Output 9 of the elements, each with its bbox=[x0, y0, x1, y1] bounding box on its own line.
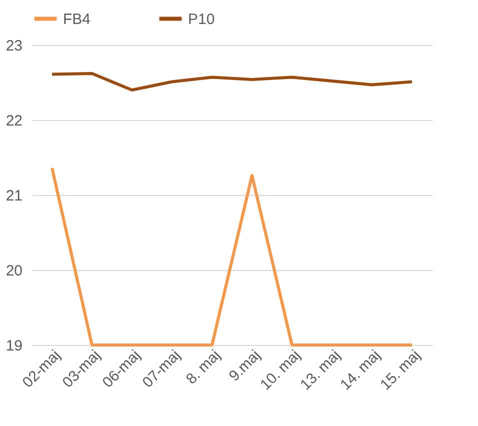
legend-label: FB4 bbox=[63, 10, 91, 28]
line-series bbox=[50, 72, 414, 92]
y-tick-label: 22 bbox=[6, 112, 22, 130]
y-tick-label: 23 bbox=[6, 38, 22, 54]
legend-label: P10 bbox=[188, 10, 215, 28]
y-tick-label: 21 bbox=[6, 188, 22, 204]
x-tick-label: 8. maj bbox=[182, 346, 224, 388]
y-tick-label: 20 bbox=[6, 262, 22, 280]
y-tick-label: 19 bbox=[6, 338, 22, 354]
